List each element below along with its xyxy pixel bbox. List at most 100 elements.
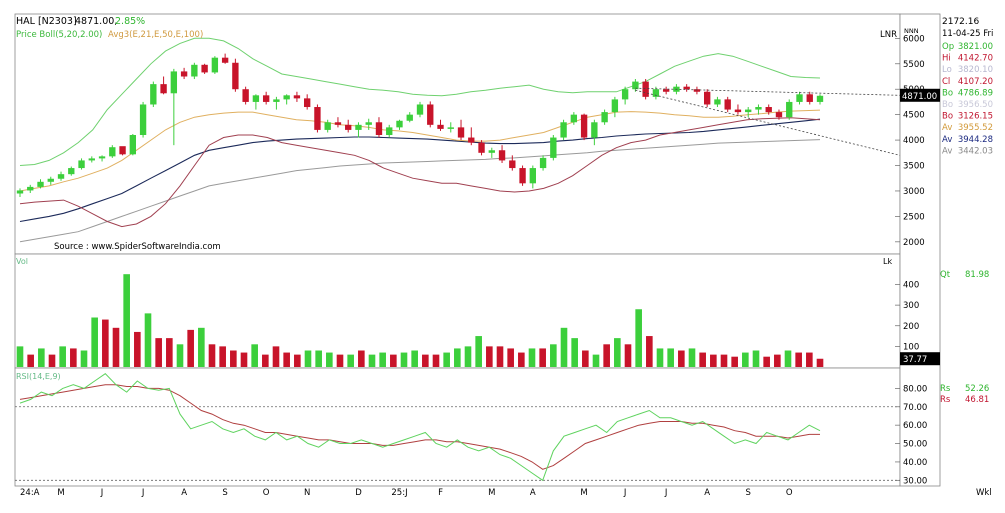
volume-tick-label: 200	[903, 322, 919, 332]
info-row-value: 3442.03	[958, 146, 993, 156]
info-row-key: Av	[942, 135, 952, 145]
rsi-tick-label: 70.00	[903, 403, 927, 413]
symbol-label: HAL [N2303]	[16, 16, 77, 27]
avg-indicator-label: Avg3(E,21,E,50,E,100)	[108, 30, 203, 40]
rsi-tick-label: 50.00	[903, 440, 927, 450]
candle-body	[714, 99, 721, 105]
candle-body	[109, 147, 116, 157]
volume-bar	[528, 348, 536, 367]
volume-bar	[283, 352, 290, 367]
x-axis-label: D	[355, 488, 362, 498]
candle-body	[211, 57, 219, 73]
candle-body	[16, 190, 24, 194]
volume-bar	[176, 344, 184, 367]
candle-body	[539, 157, 547, 169]
candle-body	[98, 156, 106, 159]
rsi-line	[19, 373, 821, 482]
candle-body	[427, 104, 434, 125]
rsi-signal-line	[19, 384, 820, 470]
volume-bar	[592, 354, 600, 367]
candle-body	[170, 71, 178, 94]
qt-value: 81.98	[965, 270, 989, 280]
volume-bar	[400, 352, 408, 367]
volume-bar	[123, 274, 130, 367]
trendline-lower	[635, 89, 901, 156]
x-axis-label: M	[488, 488, 495, 498]
price-tick-label: 4500	[903, 111, 925, 121]
x-axis-label: A	[181, 488, 187, 498]
volume-bar	[496, 346, 504, 367]
volume-bar	[667, 348, 674, 367]
candle-body	[293, 95, 301, 99]
candle-body	[560, 122, 567, 138]
candle-body	[139, 104, 147, 135]
candle-body	[273, 99, 280, 102]
candle-body	[47, 178, 54, 182]
rsi-tick-label: 30.00	[903, 476, 927, 486]
volume-bar	[454, 348, 461, 367]
info-row-key: Av	[942, 123, 952, 133]
volume-bar	[656, 348, 664, 367]
price-label: 4871.00,	[75, 16, 117, 27]
volume-bar	[230, 350, 237, 367]
volume-bar	[571, 338, 578, 367]
volume-bar	[411, 350, 418, 367]
volume-bar	[390, 354, 397, 367]
candle-body	[570, 114, 578, 123]
price-layer	[16, 37, 901, 243]
candle-body	[242, 89, 249, 102]
info-row-value: 3820.10	[958, 65, 993, 75]
rs1-key: Rs	[940, 384, 951, 394]
rsi-tick-label: 60.00	[903, 421, 927, 431]
candle-body	[488, 150, 495, 153]
info-row-value: 4142.70	[958, 54, 993, 64]
volume-bar	[518, 352, 525, 367]
info-row-value: 3126.15	[958, 112, 993, 122]
trendline-upper	[635, 87, 901, 96]
price-tick-label: 3500	[903, 162, 925, 172]
candle-body	[324, 122, 331, 130]
x-axis-label: J	[100, 488, 104, 498]
candle-body	[355, 124, 362, 130]
candle-body	[683, 86, 690, 90]
candle-body	[796, 94, 803, 102]
volume-unit-label: Lk	[883, 257, 892, 266]
candle-body	[468, 137, 475, 143]
info-rows: Op 3821.00 Hi 4142.70 Lo 3820.10 Cl 4107.20 Bo 47…	[942, 42, 993, 156]
candle-body	[221, 57, 229, 63]
volume-bar	[91, 317, 98, 367]
candle-body	[37, 181, 44, 187]
volume-bar	[422, 354, 429, 367]
price-tick-label: 3000	[903, 187, 925, 197]
candle-body	[601, 112, 608, 123]
volume-bar	[251, 344, 258, 367]
volume-bar	[742, 352, 749, 367]
volume-bar	[368, 354, 376, 367]
volume-bar	[198, 327, 205, 367]
rsi-layer	[15, 373, 900, 482]
volume-bar	[187, 329, 194, 367]
price-current-marker	[900, 88, 940, 102]
volume-current-marker	[900, 352, 940, 366]
rsi-tick-label: 80.00	[903, 384, 927, 394]
info-value: 2172.16	[942, 17, 979, 27]
candle-body	[704, 91, 711, 105]
volume-bar	[720, 354, 728, 367]
volume-bar	[539, 348, 546, 367]
candle-body	[304, 98, 311, 108]
candle-body	[262, 95, 270, 102]
x-axis-label: S	[222, 488, 227, 498]
volume-bar	[112, 327, 120, 367]
volume-bar	[443, 352, 450, 367]
volume-label: Vol	[16, 257, 28, 266]
price-current-label: 4871.00	[902, 92, 937, 102]
volume-bar	[166, 338, 173, 367]
x-axis-label: 24:A	[20, 488, 40, 498]
price-tick-label: 6000	[903, 34, 925, 44]
volume-bar	[304, 350, 312, 367]
volume-bar	[464, 346, 472, 367]
candle-body	[724, 99, 731, 110]
volume-bar	[806, 352, 813, 367]
candle-body	[447, 127, 454, 129]
volume-bar	[731, 356, 738, 367]
